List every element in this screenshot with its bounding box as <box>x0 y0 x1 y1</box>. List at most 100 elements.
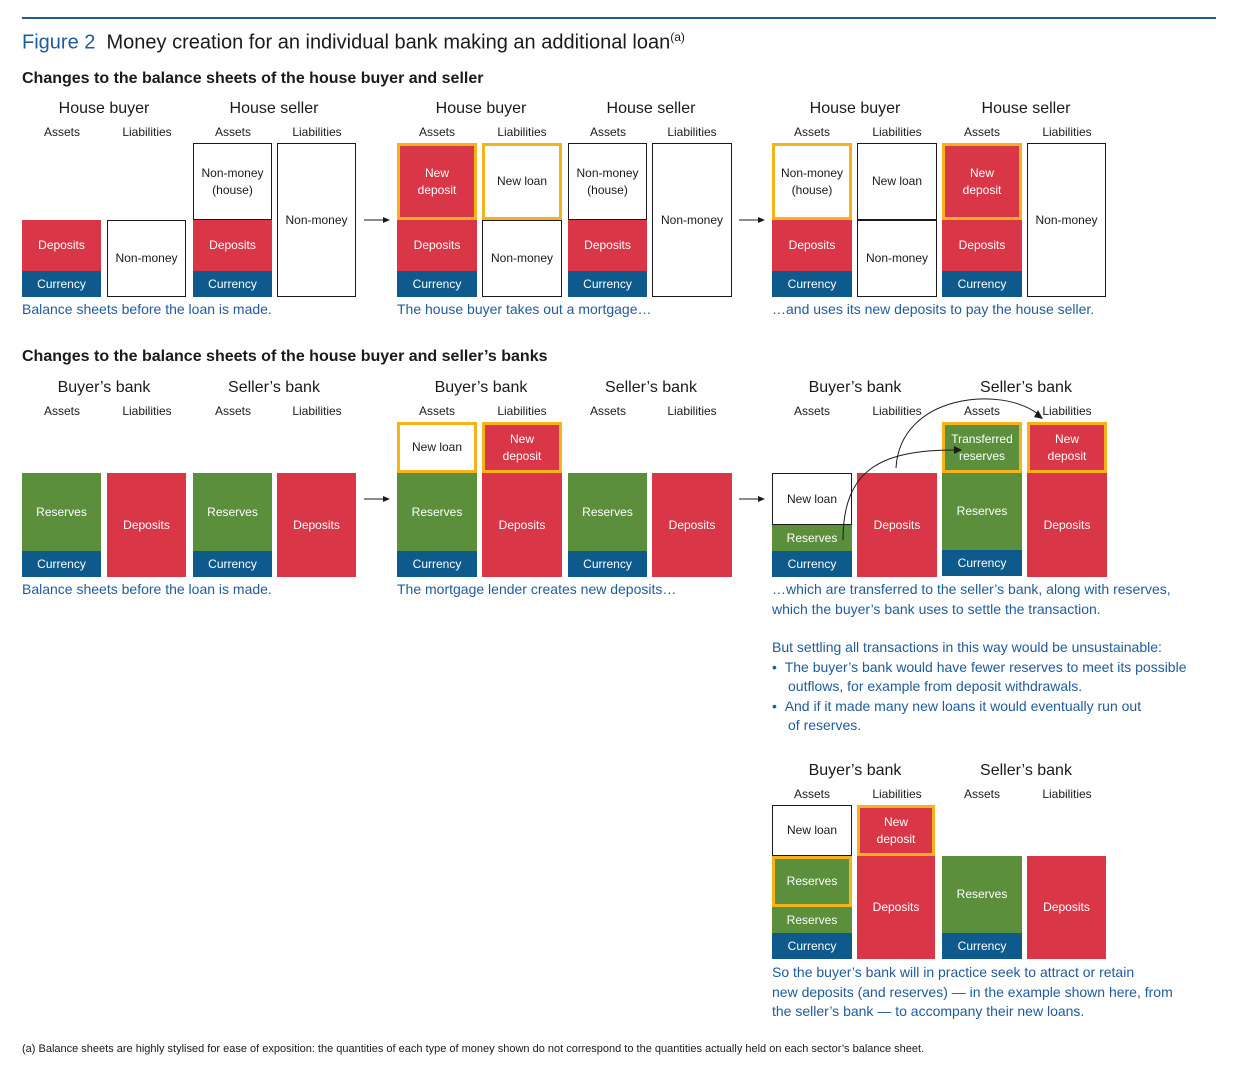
s2p1-seller-currency: Currency <box>193 551 272 577</box>
s1p3-assets-b: Assets <box>963 125 1000 139</box>
s2p3-assets-a: Assets <box>793 404 830 418</box>
bullet2-text1: And if it made many new loans it would e… <box>784 697 1142 714</box>
s1p3-buyer-new-loan: New loan <box>857 143 937 220</box>
s2p2-buyer-new-loan: New loan <box>397 422 477 473</box>
section1-title: Changes to the balance sheets of the hou… <box>22 70 484 87</box>
s2p4-assets-a: Assets <box>793 787 830 801</box>
s2p1-buyer-deposits: Deposits <box>107 473 186 577</box>
s2p3-liab-a: Liabilities <box>872 404 922 418</box>
s2p3-seller-deposits: Deposits <box>1027 473 1107 577</box>
s2p2-entity-a: Buyer’s bank <box>434 379 528 396</box>
bullet1-text1: The buyer’s bank would have fewer reserv… <box>784 658 1187 675</box>
s2-arrow-2-icon <box>739 496 765 502</box>
s1p1-assets-b: Assets <box>214 125 251 139</box>
s2p4-buyer-reserves: Reserves <box>772 907 852 933</box>
s1p3-buyer-currency: Currency <box>772 271 852 297</box>
s2p1-seller-reserves: Reserves <box>193 473 272 551</box>
s2p2-assets-a: Assets <box>418 404 455 418</box>
s1p2-buyer-new-loan: New loan <box>482 143 562 220</box>
s2p4-seller-currency: Currency <box>942 933 1022 959</box>
s2p4-seller-deposits: Deposits <box>1027 856 1106 959</box>
bullet2-mark: • <box>772 697 777 714</box>
s2p2-entity-b: Seller’s bank <box>605 379 697 396</box>
s1-arrow-1-icon <box>364 217 390 223</box>
s1p1-entity-a: House buyer <box>58 100 150 117</box>
s1p2-buyer-currency: Currency <box>397 271 477 297</box>
unsustainable-note: But settling all transactions in this wa… <box>772 638 1186 736</box>
s2p3-buyer-currency: Currency <box>772 551 852 577</box>
bullet1-line1: • The buyer’s bank would have fewer rese… <box>772 658 1186 678</box>
s2p4-entity-a: Buyer’s bank <box>808 762 902 779</box>
s2p2-liab-b: Liabilities <box>667 404 717 418</box>
s2p3-buyer-new-loan: New loan <box>772 473 852 525</box>
s1p3-entity-a: House buyer <box>809 100 901 117</box>
s2p2-assets-b: Assets <box>589 404 626 418</box>
s2p3-liab-b: Liabilities <box>1042 404 1092 418</box>
s1p3-entity-b: House seller <box>981 100 1071 117</box>
s1p2-liab-b: Liabilities <box>667 125 717 139</box>
s1p2-entity-a: House buyer <box>435 100 527 117</box>
s1p2-caption: The house buyer takes out a mortgage… <box>397 301 652 317</box>
s2p1-entity-b: Seller’s bank <box>228 379 320 396</box>
s2p3-seller-transferred-reserves: Transferred reserves <box>942 422 1022 473</box>
s2p4-caption: So the buyer’s bank will in practice see… <box>772 963 1173 1022</box>
s2p4-buyer-new-deposit: New deposit <box>857 805 935 856</box>
bullet2-line1: • And if it made many new loans it would… <box>772 697 1186 717</box>
s1p2-buyer-deposits: Deposits <box>397 220 477 271</box>
s2p2-seller-currency: Currency <box>568 551 647 577</box>
s2p1-liab-b: Liabilities <box>292 404 342 418</box>
s1p1-buyer-currency: Currency <box>22 271 101 297</box>
s1p2-seller-currency: Currency <box>568 271 647 297</box>
s2p3-buyer-deposits: Deposits <box>857 473 937 577</box>
s1p2-seller-nonmoney: Non-money <box>652 143 732 297</box>
s2p3-entity-a: Buyer’s bank <box>808 379 902 396</box>
bullet2-text2: of reserves. <box>788 717 862 733</box>
s1p3-assets-a: Assets <box>793 125 830 139</box>
s2p1-seller-deposits: Deposits <box>277 473 356 577</box>
s2p2-caption: The mortgage lender creates new deposits… <box>397 581 677 597</box>
s1p1-seller-currency: Currency <box>193 271 272 297</box>
s2p2-buyer-deposits: Deposits <box>482 473 562 577</box>
top-rule <box>22 17 1216 19</box>
s2p4-assets-b: Assets <box>963 787 1000 801</box>
s1p1-seller-house: Non-money (house) <box>193 143 272 220</box>
s2p4-seller-reserves: Reserves <box>942 856 1022 933</box>
s1p1-liab-a: Liabilities <box>122 125 172 139</box>
s2p2-buyer-currency: Currency <box>397 551 477 577</box>
s1p3-seller-deposits: Deposits <box>942 220 1022 271</box>
s2p4-buyer-new-reserves: Reserves <box>772 856 852 907</box>
s2p2-liab-a: Liabilities <box>497 404 547 418</box>
s2p4-caption-line3: the seller’s bank — to accompany their n… <box>772 1003 1085 1019</box>
s2p3-seller-currency: Currency <box>942 550 1022 576</box>
s2p2-seller-deposits: Deposits <box>652 473 732 577</box>
footnote: (a) Balance sheets are highly stylised f… <box>22 1043 925 1055</box>
unsustainable-intro: But settling all transactions in this wa… <box>772 639 1162 655</box>
s1p1-buyer-nonmoney: Non-money <box>107 220 186 297</box>
s1p3-buyer-deposits: Deposits <box>772 220 852 271</box>
s1p2-seller-deposits: Deposits <box>568 220 647 271</box>
s1p3-liab-b: Liabilities <box>1042 125 1092 139</box>
s1p1-assets-a: Assets <box>43 125 80 139</box>
s2p4-buyer-new-loan: New loan <box>772 805 852 856</box>
s2p3-entity-b: Seller’s bank <box>980 379 1072 396</box>
s1p3-liab-a: Liabilities <box>872 125 922 139</box>
s2p3-buyer-reserves: Reserves <box>772 525 852 551</box>
s2p4-caption-line1: So the buyer’s bank will in practice see… <box>772 964 1135 980</box>
s2p4-liab-b: Liabilities <box>1042 787 1092 801</box>
s2p1-caption: Balance sheets before the loan is made. <box>22 581 272 597</box>
s2-arrow-1-icon <box>364 496 390 502</box>
s1p3-caption: …and uses its new deposits to pay the ho… <box>772 301 1095 317</box>
s1p1-caption: Balance sheets before the loan is made. <box>22 301 272 317</box>
s1p2-buyer-nonmoney: Non-money <box>482 220 562 297</box>
s2p3-seller-new-deposit: New deposit <box>1027 422 1107 473</box>
s1p2-seller-house: Non-money (house) <box>568 143 647 220</box>
s2p2-seller-reserves: Reserves <box>568 473 647 551</box>
s2p2-buyer-reserves: Reserves <box>397 473 477 551</box>
s2p1-buyer-reserves: Reserves <box>22 473 101 551</box>
s1p1-buyer-deposits: Deposits <box>22 220 101 271</box>
s1-arrow-2-icon <box>739 217 765 223</box>
s2p3-caption-line1: …which are transferred to the seller’s b… <box>772 581 1171 597</box>
s1p3-seller-new-deposit: New deposit <box>942 143 1022 220</box>
figure-title-text: Money creation for an individual bank ma… <box>106 31 671 54</box>
s1p1-liab-b: Liabilities <box>292 125 342 139</box>
